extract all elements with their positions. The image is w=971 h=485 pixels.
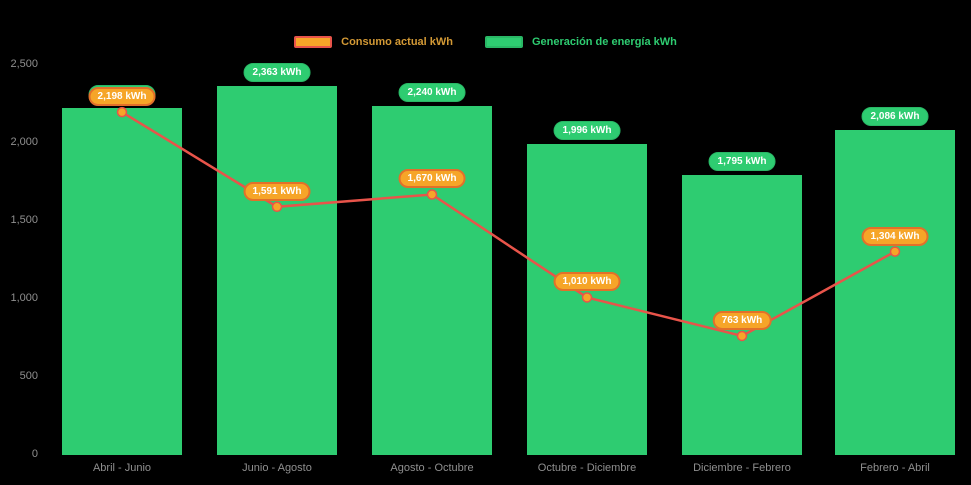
generation-value-label: 2,240 kWh [398, 83, 466, 102]
consumption-value-label: 1,304 kWh [861, 226, 929, 246]
generation-value-label: 1,795 kWh [708, 152, 776, 171]
generation-value-label: 2,363 kWh [243, 63, 311, 82]
legend-label-generation: Generación de energía kWh [531, 36, 677, 48]
x-axis-label: Agosto - Octubre [390, 462, 474, 474]
generation-bar[interactable] [835, 130, 955, 455]
generation-bar[interactable] [372, 106, 492, 455]
generation-value-label: 2,086 kWh [861, 107, 929, 126]
x-axis-label: Octubre - Diciembre [537, 462, 637, 474]
generation-value-label: 1,996 kWh [553, 121, 621, 140]
y-tick-label: 2,000 [10, 136, 38, 148]
consumption-value-label: 763 kWh [712, 310, 772, 330]
legend-label-consumption: Consumo actual kWh [341, 36, 453, 48]
x-axis-label: Febrero - Abril [860, 462, 930, 474]
consumption-value-label: 1,670 kWh [398, 169, 466, 189]
consumption-swatch-icon [294, 36, 333, 48]
consumption-point[interactable] [581, 292, 593, 303]
y-tick-label: 500 [19, 370, 38, 382]
consumption-point[interactable] [271, 201, 283, 213]
consumption-point[interactable] [889, 246, 901, 257]
x-axis-label: Diciembre - Febrero [693, 462, 791, 474]
x-axis-label: Abril - Junio [92, 462, 152, 474]
generation-bar[interactable] [62, 108, 182, 455]
consumption-point[interactable] [116, 106, 128, 118]
consumption-value-label: 1,010 kWh [553, 272, 621, 292]
generation-bar[interactable] [217, 86, 337, 455]
legend-item-consumption[interactable]: Consumo actual kWh [294, 36, 453, 48]
consumption-value-label: 2,198 kWh [88, 87, 156, 107]
y-tick-label: 1,000 [10, 292, 38, 304]
y-tick-label: 0 [31, 448, 38, 460]
y-tick-label: 1,500 [10, 214, 38, 226]
generation-swatch-icon [484, 36, 523, 48]
legend: Consumo actual kWh Generación de energía… [0, 36, 971, 48]
x-axis-label: Junio - Agosto [242, 462, 312, 474]
consumption-point[interactable] [426, 189, 438, 200]
y-tick-label: 2,500 [10, 58, 38, 70]
consumption-point[interactable] [736, 330, 748, 342]
consumption-value-label: 1,591 kWh [243, 181, 311, 201]
legend-item-generation[interactable]: Generación de energía kWh [484, 36, 677, 48]
